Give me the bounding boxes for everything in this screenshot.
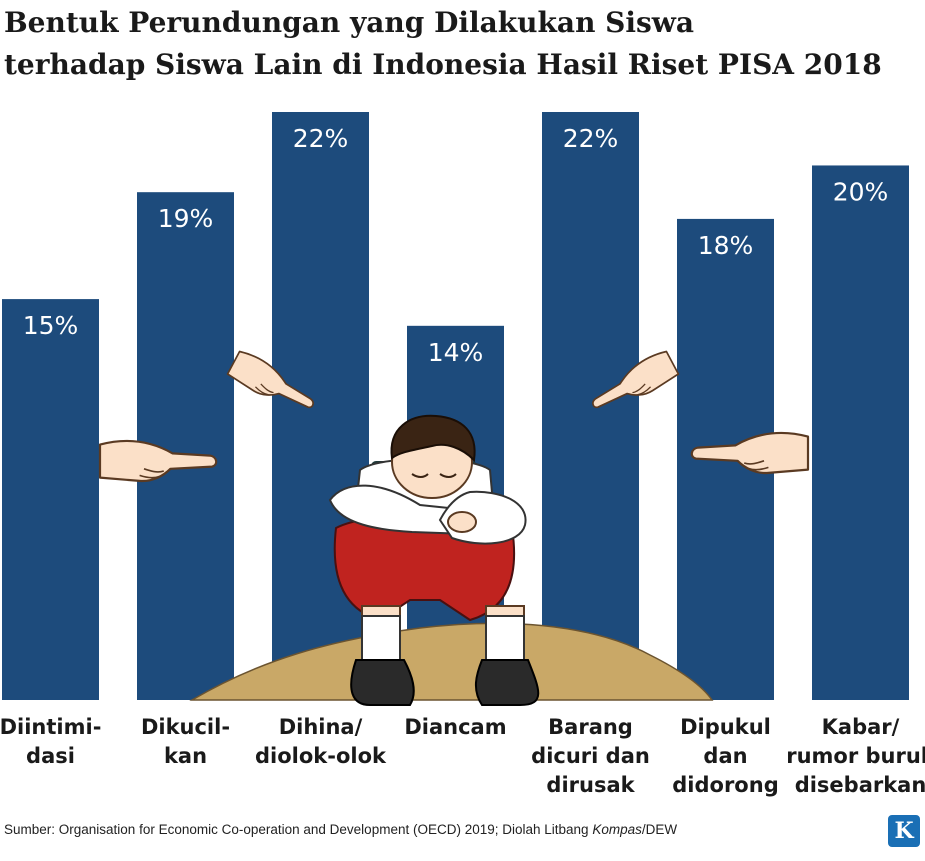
category-label-2-0: Dihina/ — [279, 715, 363, 739]
illustration-layer — [98, 348, 810, 706]
category-label-5-1: dan — [703, 744, 747, 768]
bar-2 — [272, 112, 369, 700]
chart-title: Bentuk Perundungan yang Dilakukan Siswa … — [4, 2, 914, 86]
category-label-4-0: Barang — [548, 715, 633, 739]
bar-4 — [542, 112, 639, 700]
category-label-6-1: rumor buruk — [786, 744, 925, 768]
bar-chart: 15% 19% 22% 14% 22% 18% 20% Diintimi-dasi Dikuc… — [0, 112, 925, 797]
bar-0 — [2, 299, 99, 700]
category-label-0-1: dasi — [26, 744, 75, 768]
category-label-1-1: kan — [164, 744, 207, 768]
bar-value-label-2: 22% — [293, 124, 349, 153]
category-label-6-2: disebarkan — [795, 773, 925, 797]
category-label-1-0: Dikucil- — [141, 715, 230, 739]
crying-student-illustration — [189, 414, 714, 706]
category-label-2-1: diolok-olok — [255, 744, 387, 768]
category-label-4-1: dicuri dan — [531, 744, 650, 768]
bar-value-label-1: 19% — [158, 204, 214, 233]
bar-value-label-6: 20% — [833, 177, 889, 206]
source-italic: Kompas — [592, 822, 642, 837]
category-label-6-0: Kabar/ — [822, 715, 900, 739]
category-label-4-2: dirusak — [546, 773, 635, 797]
title-line-2: terhadap Siswa Lain di Indonesia Hasil R… — [4, 48, 882, 81]
bar-6 — [812, 165, 909, 701]
bar-value-label-4: 22% — [563, 124, 619, 153]
category-label-0-0: Diintimi- — [0, 715, 101, 739]
labels-layer: Diintimi-dasi Dikucil-kan Dihina/diolok-ol… — [0, 715, 925, 797]
category-label-3-0: Diancam — [404, 715, 506, 739]
title-line-1: Bentuk Perundungan yang Dilakukan Siswa — [4, 6, 695, 39]
category-label-5-2: didorong — [672, 773, 778, 797]
bar-value-label-0: 15% — [23, 311, 79, 340]
source-note: Sumber: Organisation for Economic Co-ope… — [4, 822, 864, 837]
source-prefix: Sumber: Organisation for Economic Co-ope… — [4, 822, 593, 837]
bars-layer: 15% 19% 22% 14% 22% 18% 20% — [2, 112, 909, 701]
bar-value-label-5: 18% — [698, 231, 754, 260]
bar-value-label-3: 14% — [428, 338, 484, 367]
category-label-5-0: Dipukul — [680, 715, 771, 739]
source-suffix: /DEW — [641, 822, 678, 837]
kompas-logo: K — [888, 815, 920, 847]
